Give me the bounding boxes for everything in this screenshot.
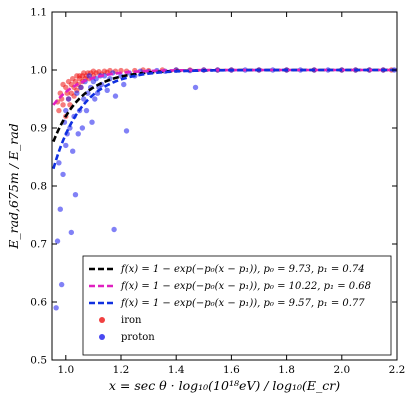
proton-point: [65, 96, 72, 102]
proton-point: [74, 90, 80, 96]
proton-point: [78, 84, 84, 91]
proton-point: [68, 229, 75, 236]
legend-box: [82, 255, 392, 356]
x-tick-label: 1.8: [278, 364, 295, 376]
proton-point: [56, 160, 62, 166]
proton-point: [123, 128, 130, 134]
proton-point: [63, 142, 69, 149]
proton-point: [86, 73, 92, 79]
y-tick-label: 1.0: [30, 65, 47, 77]
proton-point: [53, 305, 59, 311]
fit-line-2: [52, 68, 397, 106]
y-axis-title: E_rad,675m / E_rad: [6, 123, 21, 249]
fit-lines-layer: [52, 68, 397, 170]
fit-line-3: [52, 68, 397, 170]
iron-point: [63, 84, 69, 91]
proton-point: [111, 226, 117, 233]
legend-iron-label: iron: [121, 315, 142, 326]
y-tick-label: 0.5: [30, 355, 47, 367]
y-tick-label: 0.8: [30, 181, 47, 193]
y-tick-label: 1.1: [30, 7, 47, 19]
y-tick-label: 0.7: [30, 239, 47, 251]
iron-point: [56, 107, 62, 114]
proton-point: [72, 192, 79, 198]
proton-point: [58, 281, 65, 288]
legend-fit-label-1: f(x) = 1 − exp(−p₀(x − p₁)), p₀ = 9.73, …: [120, 264, 365, 275]
legend-proton-label: proton: [121, 332, 155, 343]
x-tick-label: 1.6: [223, 364, 240, 376]
iron-point: [60, 102, 66, 108]
legend-proton-marker: [99, 334, 105, 340]
x-tick-label: 1.4: [168, 364, 185, 376]
proton-point: [192, 84, 199, 91]
proton-point: [60, 171, 66, 178]
ticks-layer: 1.0 1.2 1.4 1.6 1.8 2.0 2.2 0.5 0.6 0.7 0.8 0.9 1.0 1…: [30, 7, 405, 377]
proton-point: [67, 125, 73, 131]
proton-point: [112, 93, 119, 99]
proton-point: [81, 96, 87, 102]
proton-point: [79, 125, 86, 131]
proton-point: [85, 90, 91, 96]
proton-point: [104, 87, 110, 94]
proton-point: [83, 107, 90, 114]
x-tick-label: 2.2: [389, 364, 405, 376]
proton-point: [70, 148, 76, 154]
x-axis-title: x = sec θ · log₁₀(10¹⁸eV) / log₁₀(E_cr): [109, 378, 340, 393]
y-tick-label: 0.9: [30, 123, 47, 135]
proton-point: [89, 119, 95, 125]
y-tick-label: 0.6: [30, 297, 47, 309]
proton-point: [54, 238, 61, 244]
proton-point: [75, 131, 81, 137]
x-tick-label: 2.0: [333, 364, 350, 376]
legend-iron-marker: [99, 317, 105, 323]
proton-point: [57, 206, 63, 212]
legend-fit-label-3: f(x) = 1 − exp(−p₀(x − p₁)), p₀ = 9.57, …: [120, 298, 365, 309]
proton-point: [121, 81, 127, 88]
legend: f(x) = 1 − exp(−p₀(x − p₁)), p₀ = 9.73, …: [82, 255, 392, 356]
x-tick-label: 1.0: [57, 364, 74, 376]
proton-point: [92, 96, 98, 102]
legend-fit-label-2: f(x) = 1 − exp(−p₀(x − p₁)), p₀ = 10.22,…: [120, 281, 371, 292]
x-tick-label: 1.2: [113, 364, 130, 376]
